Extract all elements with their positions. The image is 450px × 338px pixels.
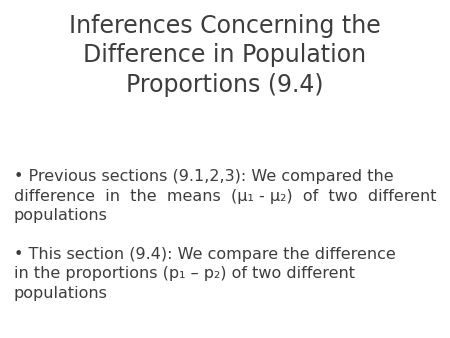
Text: Inferences Concerning the
Difference in Population
Proportions (9.4): Inferences Concerning the Difference in … bbox=[69, 14, 381, 97]
Text: • Previous sections (9.1,2,3): We compared the
difference  in  the  means  (μ₁ -: • Previous sections (9.1,2,3): We compar… bbox=[14, 169, 436, 223]
Text: • This section (9.4): We compare the difference
in the proportions (p₁ – p₂) of : • This section (9.4): We compare the dif… bbox=[14, 247, 395, 301]
